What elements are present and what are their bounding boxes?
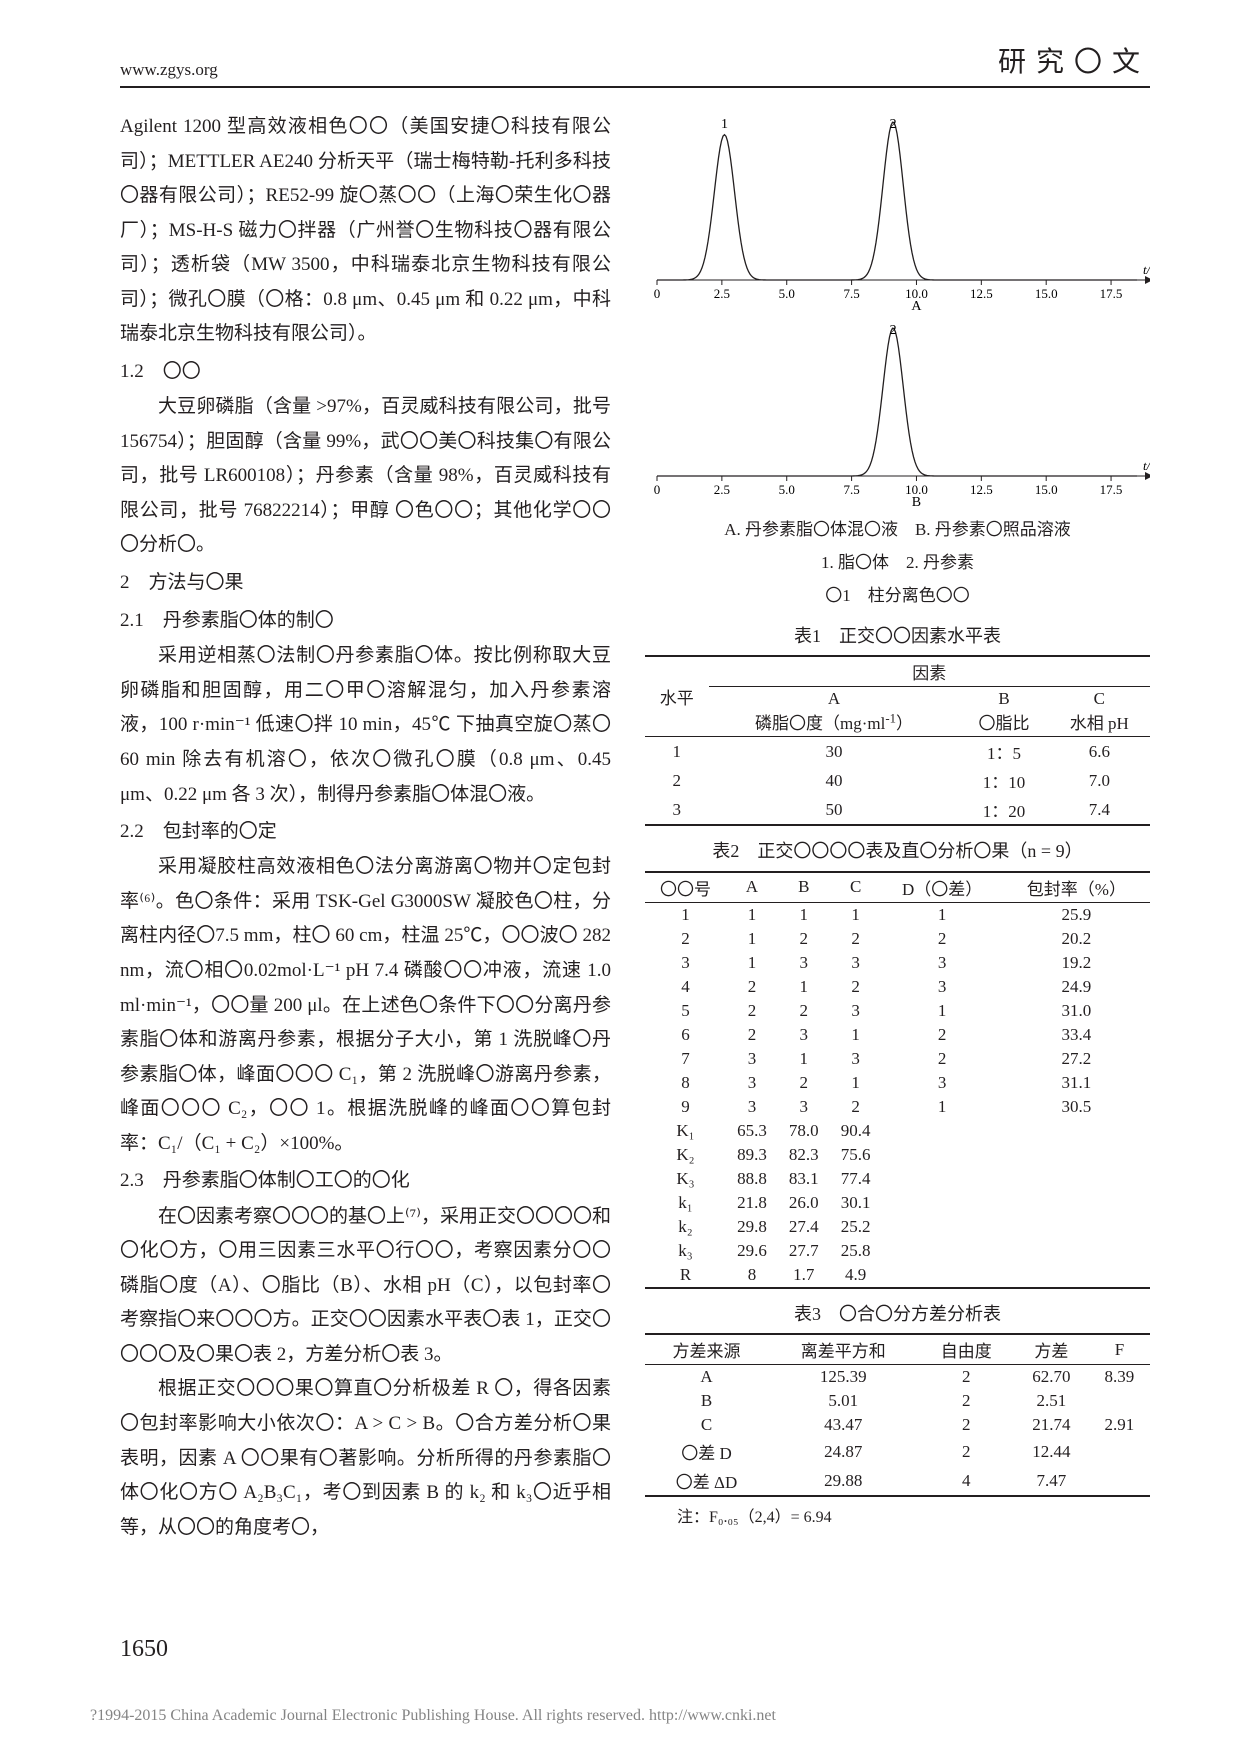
svg-text:7.5: 7.5 [843, 286, 859, 301]
figure-caption-line3: 〇1 柱分离色〇〇 [645, 582, 1150, 611]
paragraph-2: 大豆卵磷脂（含量 >97%，百灵威科技有限公司，批号 156754）；胆固醇（含… [120, 390, 611, 563]
table2: 〇〇号ABCD（〇差）包封率（%） 1111125.92122220.23133… [645, 871, 1150, 1289]
left-column: Agilent 1200 型高效液相色〇〇（美国安捷〇科技有限公司）；METTL… [120, 110, 611, 1545]
chromatogram-B: 02.55.07.510.012.515.017.5t/minB2 [645, 316, 1150, 512]
table1-colB: B〇脂比 [959, 687, 1048, 737]
table3-note: 注：F₀.₀₅（2,4）= 6.94 [645, 1503, 1150, 1527]
page-number: 1650 [120, 1636, 168, 1663]
heading-2-3: 2.3 丹参素脂〇体制〇工〇的〇化 [120, 1163, 611, 1199]
table1-colA: A磷脂〇度（mg·ml-1） [709, 687, 960, 737]
svg-text:17.5: 17.5 [1100, 482, 1123, 497]
chromatogram-A: 02.55.07.510.012.515.017.5t/minA12 [645, 110, 1150, 316]
section-title: 研究〇文 [998, 40, 1150, 80]
svg-text:B: B [912, 495, 921, 506]
svg-text:A: A [911, 299, 922, 310]
paragraph-4: 采用凝胶柱高效液相色〇法分离游离〇物并〇定包封率⁽⁶⁾。色〇条件：采用 TSK-… [120, 850, 611, 1161]
table2-caption: 表2 正交〇〇〇〇表及直〇分析〇果（n = 9） [645, 836, 1150, 867]
table1-head-factors: 因素 [709, 656, 1151, 687]
svg-text:t/min: t/min [1143, 262, 1150, 277]
svg-text:2.5: 2.5 [714, 482, 730, 497]
svg-text:2: 2 [890, 323, 897, 338]
right-column: 02.55.07.510.012.515.017.5t/minA12 02.55… [645, 110, 1150, 1545]
svg-text:7.5: 7.5 [843, 482, 859, 497]
site-url: www.zgys.org [120, 60, 218, 80]
heading-2-2: 2.2 包封率的〇定 [120, 814, 611, 850]
svg-text:12.5: 12.5 [970, 286, 993, 301]
chart-b-svg: 02.55.07.510.012.515.017.5t/minB2 [645, 316, 1150, 506]
paragraph-5: 在〇因素考察〇〇〇的基〇上⁽⁷⁾，采用正交〇〇〇〇和〇化〇方，〇用三因素三水平〇… [120, 1200, 611, 1373]
table3-caption: 表3 〇合〇分方差分析表 [645, 1299, 1150, 1330]
table1: 水平 因素 A磷脂〇度（mg·ml-1） B〇脂比 C水相 pH 1301：56… [645, 655, 1150, 826]
table1-caption: 表1 正交〇〇因素水平表 [645, 621, 1150, 652]
svg-text:5.0: 5.0 [779, 286, 795, 301]
svg-text:12.5: 12.5 [970, 482, 993, 497]
table1-colC: C水相 pH [1049, 687, 1150, 737]
paragraph-1: Agilent 1200 型高效液相色〇〇（美国安捷〇科技有限公司）；METTL… [120, 110, 611, 352]
heading-2: 2 方法与〇果 [120, 565, 611, 601]
table1-head-level: 水平 [645, 656, 709, 737]
svg-text:2: 2 [890, 117, 897, 132]
svg-text:15.0: 15.0 [1035, 482, 1058, 497]
svg-text:5.0: 5.0 [779, 482, 795, 497]
svg-text:0: 0 [654, 482, 661, 497]
svg-text:2.5: 2.5 [714, 286, 730, 301]
page-footer: ?1994-2015 China Academic Journal Electr… [90, 1707, 1240, 1725]
figure-caption-line2: 1. 脂〇体 2. 丹参素 [645, 549, 1150, 578]
paragraph-3: 采用逆相蒸〇法制〇丹参素脂〇体。按比例称取大豆卵磷脂和胆固醇，用二〇甲〇溶解混匀… [120, 639, 611, 812]
heading-1-2: 1.2 〇〇 [120, 354, 611, 390]
svg-text:17.5: 17.5 [1100, 286, 1123, 301]
heading-2-1: 2.1 丹参素脂〇体的制〇 [120, 603, 611, 639]
paragraph-6: 根据正交〇〇〇果〇算直〇分析极差 R 〇，得各因素〇包封率影响大小依次〇：A >… [120, 1372, 611, 1545]
svg-text:15.0: 15.0 [1035, 286, 1058, 301]
chart-a-svg: 02.55.07.510.012.515.017.5t/minA12 [645, 110, 1150, 310]
svg-text:1: 1 [721, 117, 728, 132]
svg-text:0: 0 [654, 286, 661, 301]
svg-text:t/min: t/min [1143, 458, 1150, 473]
page-header: www.zgys.org 研究〇文 [120, 40, 1150, 88]
figure-caption-line1: A. 丹参素脂〇体混〇液 B. 丹参素〇照品溶液 [645, 516, 1150, 545]
table3: 方差来源离差平方和自由度方差F A125.39262.708.39B5.0122… [645, 1333, 1150, 1497]
